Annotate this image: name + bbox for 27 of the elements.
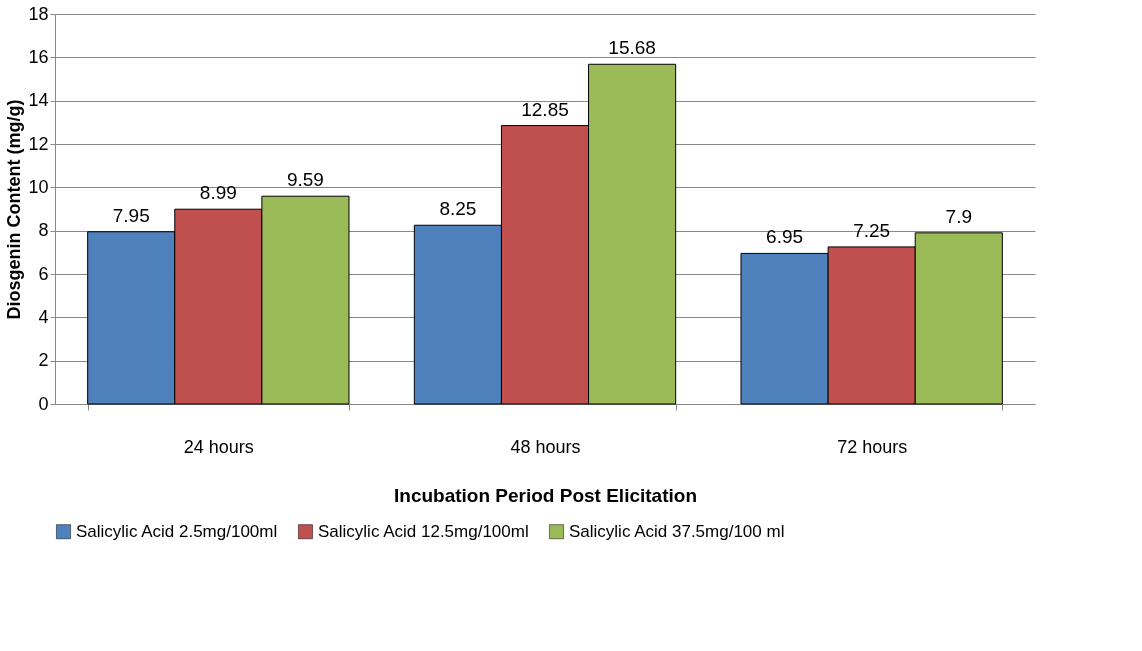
y-tick-label: 4 [38, 306, 49, 327]
x-axis-title: Incubation Period Post Elicitation [394, 484, 697, 506]
x-tick-label: 72 hours [837, 436, 908, 457]
y-tick-label: 10 [28, 176, 49, 197]
data-label: 7.95 [112, 204, 150, 226]
y-tick-label: 14 [28, 90, 49, 111]
data-label: 7.25 [853, 219, 891, 241]
y-tick-label: 18 [28, 3, 49, 24]
y-tick-label: 12 [28, 133, 49, 154]
x-tick-label: 24 hours [183, 436, 254, 457]
legend-label: Salicylic Acid 37.5mg/100 ml [569, 521, 785, 541]
data-label: 8.99 [199, 182, 237, 204]
data-label: 9.59 [286, 169, 324, 191]
data-label: 8.25 [439, 198, 477, 220]
data-label: 7.9 [945, 205, 972, 227]
y-tick-label: 8 [38, 220, 49, 241]
x-tick-label: 48 hours [510, 436, 581, 457]
y-tick-label: 6 [38, 263, 49, 284]
y-tick-label: 2 [38, 350, 49, 371]
legend-label: Salicylic Acid 2.5mg/100ml [76, 521, 278, 541]
y-tick-label: 16 [28, 46, 49, 67]
data-label: 12.85 [521, 98, 569, 120]
data-label: 15.68 [608, 37, 656, 59]
data-label: 6.95 [766, 226, 804, 248]
legend-label: Salicylic Acid 12.5mg/100ml [318, 521, 529, 541]
y-tick-label: 0 [38, 393, 49, 414]
y-axis-title: Diosgenin Content (mg/g) [4, 99, 25, 320]
